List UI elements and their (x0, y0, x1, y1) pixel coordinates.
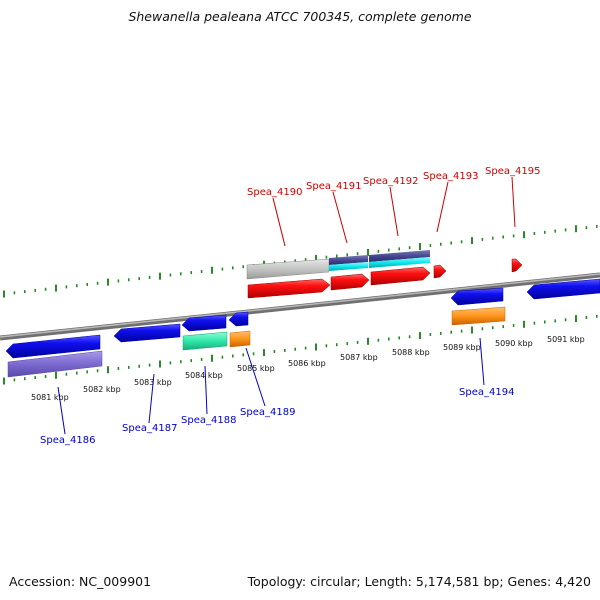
feature-orange-block-2[interactable] (451, 306, 506, 326)
kbp-label: 5088 kbp (392, 348, 430, 357)
gene-spea-4186-arrow[interactable] (5, 334, 101, 359)
gene-spea-4194-arrow[interactable] (450, 287, 504, 306)
gene-spea-4189-arrow[interactable] (228, 311, 249, 327)
gene-spea-4195-arrow[interactable] (511, 258, 523, 273)
gene-label-spea-4191[interactable]: Spea_4191 (306, 181, 361, 192)
kbp-label: 5085 kbp (237, 364, 275, 373)
reverse-gene-arrow-edge[interactable] (526, 278, 600, 300)
forward-scale-ticks (3, 224, 598, 298)
callout-line (479, 337, 485, 386)
gene-label-spea-4189[interactable]: Spea_4189 (240, 407, 295, 418)
callout-line (148, 373, 155, 424)
gene-label-spea-4193[interactable]: Spea_4193 (423, 171, 478, 182)
gene-label-spea-4192[interactable]: Spea_4192 (363, 176, 418, 187)
callout-line (389, 186, 399, 237)
feature-navy-block-2[interactable] (369, 250, 430, 262)
kbp-label: 5086 kbp (288, 359, 326, 368)
gene-spea-4188-arrow[interactable] (181, 314, 227, 332)
callout-line (245, 347, 266, 407)
gene-spea-4187-arrow[interactable] (113, 323, 181, 343)
genome-title: Shewanella pealeana ATCC 700345, complet… (128, 9, 472, 24)
gene-spea-4193-arrow[interactable] (433, 264, 447, 279)
topology-summary: Topology: circular; Length: 5,174,581 bp… (247, 574, 591, 589)
gene-spea-4191-arrow[interactable] (330, 273, 370, 291)
gene-label-spea-4190[interactable]: Spea_4190 (247, 187, 302, 198)
feature-cyan-block[interactable] (329, 262, 368, 271)
genome-backbone-highlight (0, 273, 600, 338)
reverse-scale-ticks (3, 314, 598, 385)
kbp-label: 5082 kbp (83, 385, 121, 394)
accession-text: Accession: NC_009901 (9, 574, 152, 589)
forward-gene-callouts (272, 176, 516, 247)
feature-mint-block[interactable] (182, 331, 228, 351)
kbp-label: 5084 kbp (185, 371, 223, 380)
callout-line (272, 197, 286, 247)
forward-gene-labels: Spea_4190 Spea_4191 Spea_4192 Spea_4193 … (247, 166, 540, 198)
kbp-label: 5081 kbp (31, 393, 69, 402)
gene-label-spea-4188[interactable]: Spea_4188 (181, 415, 236, 426)
kbp-label: 5089 kbp (443, 343, 481, 352)
gene-label-spea-4187[interactable]: Spea_4187 (122, 423, 177, 434)
callout-line (332, 191, 348, 244)
callout-line (57, 386, 66, 435)
gene-spea-4192-arrow[interactable] (370, 266, 431, 286)
gene-label-spea-4194[interactable]: Spea_4194 (459, 387, 514, 398)
callout-line (204, 365, 208, 415)
callout-line (511, 176, 516, 228)
kbp-label: 5087 kbp (340, 353, 378, 362)
feature-orange-block[interactable] (229, 330, 251, 348)
feature-cyan-block-2[interactable] (369, 257, 430, 268)
reverse-gene-callouts (57, 337, 485, 435)
kbp-label: 5091 kbp (547, 335, 585, 344)
gene-spea-4190-arrow[interactable] (247, 278, 331, 299)
callout-line (436, 181, 449, 233)
gene-label-spea-4195[interactable]: Spea_4195 (485, 166, 540, 177)
reverse-gene-labels: Spea_4186 Spea_4187 Spea_4188 Spea_4189 … (40, 387, 514, 446)
feature-lavender-block[interactable] (7, 350, 103, 378)
kbp-scale-labels: 5081 kbp 5082 kbp 5083 kbp 5084 kbp 5085… (31, 335, 585, 402)
genome-backbone (0, 272, 600, 341)
kbp-label: 5090 kbp (495, 339, 533, 348)
feature-navy-block[interactable] (329, 255, 368, 265)
feature-gray-block[interactable] (246, 258, 330, 280)
gene-label-spea-4186[interactable]: Spea_4186 (40, 435, 95, 446)
